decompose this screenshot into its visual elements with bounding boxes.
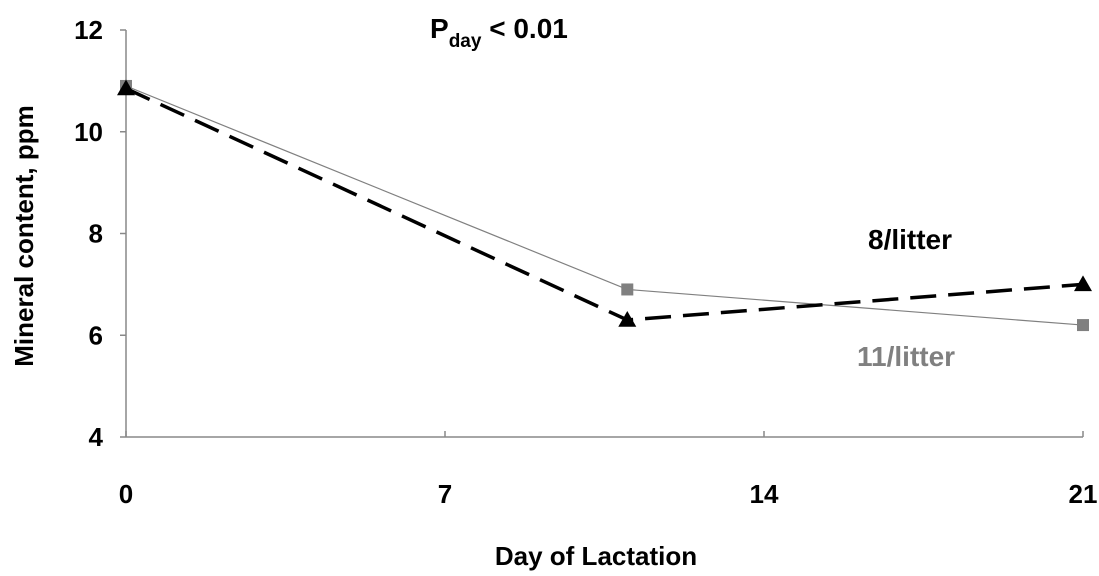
p-value-rest: < 0.01 (481, 13, 567, 44)
data-point-8-litter (117, 79, 135, 96)
series-8-litter (117, 79, 1092, 327)
data-point-11-litter (1077, 319, 1089, 332)
legend-label-11-litter: 11/litter (857, 341, 955, 372)
data-point-11-litter (621, 283, 634, 296)
y-tick-label: 6 (89, 320, 103, 350)
series-11-litter (120, 79, 1089, 332)
x-axis-title: Day of Lactation (495, 541, 697, 571)
y-tick-label: 10 (74, 117, 103, 147)
x-tick-label: 21 (1069, 479, 1098, 509)
series-line-8-litter (125, 86, 1084, 322)
y-tick-label: 4 (89, 422, 104, 452)
y-axis-title: Mineral content, ppm (9, 105, 39, 366)
x-tick-label: 0 (119, 479, 133, 509)
p-value-annotation: Pday < 0.01 (430, 13, 568, 52)
p-value-main: P (430, 13, 449, 44)
y-tick-label: 12 (74, 15, 103, 45)
x-tick-label: 7 (438, 479, 452, 509)
p-value-subscript: day (449, 31, 482, 52)
x-tick-label: 14 (750, 479, 779, 509)
data-point-8-litter (1074, 275, 1092, 292)
data-point-8-litter (618, 310, 637, 327)
series-layer (117, 79, 1092, 332)
series-line-11-litter (125, 85, 1084, 326)
legend-label-8-litter: 8/litter (868, 224, 952, 255)
y-ticks: 4 6 8 10 12 (74, 15, 126, 452)
y-tick-label: 8 (89, 219, 103, 249)
x-ticks: 0 7 14 21 (119, 431, 1098, 509)
